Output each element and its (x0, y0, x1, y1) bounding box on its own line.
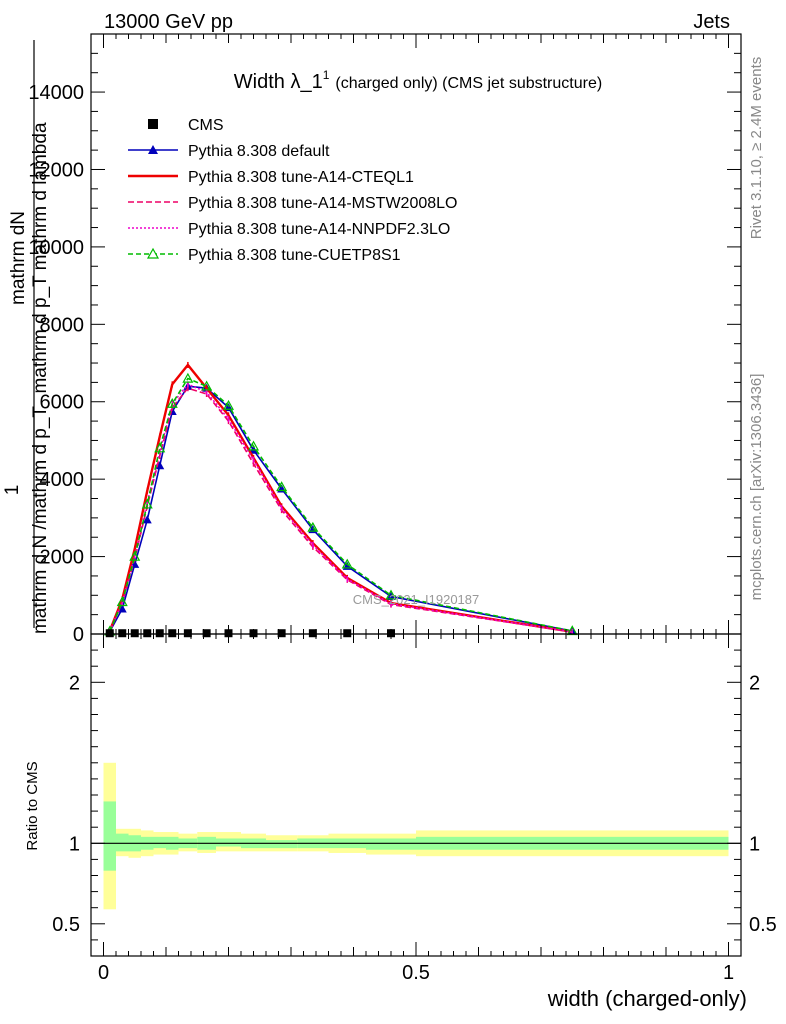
mcplots-label: mcplots.cern.ch [arXiv:1306.3436] (748, 374, 765, 601)
main-ytick-label-7: 14000 (28, 82, 84, 104)
main-data-markers (105, 629, 395, 638)
ratio-stat-band-10 (266, 840, 298, 849)
main-ytick-label-6: 12000 (28, 159, 84, 181)
series-line-1 (108, 363, 573, 634)
cms-data-point-3 (143, 629, 152, 638)
legend-cms-marker (148, 119, 158, 129)
cms-data-point-12 (343, 629, 352, 638)
legend-label-1: Pythia 8.308 tune-A14-CTEQL1 (188, 169, 414, 186)
main-ytick-label-3: 6000 (40, 392, 85, 414)
series-4-point-11 (307, 521, 319, 532)
ratio-y-axis-label: Ratio to CMS (24, 761, 41, 850)
main-ytick-label-2: 4000 (40, 469, 85, 491)
y-label-line-1: mathrm dN (8, 211, 29, 305)
ratio-xtick-label-1: 0.5 (402, 962, 430, 984)
series-4-point-1 (116, 596, 128, 607)
tick-labels: 0 2000 4000 6000 8000 10000 12000 14000 0 0.5 1 0.5… (28, 82, 776, 984)
series-0-point-1 (117, 604, 127, 613)
main-ytick-label-1: 2000 (40, 547, 85, 569)
series-0-point-3 (142, 515, 152, 524)
ratio-stat-band-4 (153, 836, 166, 849)
ratio-stat-band-13 (366, 838, 416, 850)
series-4-point-8 (222, 399, 235, 410)
ratio-xtick-label-0: 0 (98, 962, 109, 984)
axis-ticks (91, 33, 741, 956)
header-energy-label: 13000 GeV pp (104, 11, 233, 33)
plot-title-main: Width λ_1 (234, 71, 323, 93)
cms-data-point-2 (130, 629, 139, 638)
legend-label-2: Pythia 8.308 tune-A14-MSTW2008LO (188, 195, 457, 212)
cms-data-point-10 (277, 629, 286, 638)
rivet-version-label: Rivet 3.1.10, ≥ 2.4M events (748, 57, 765, 240)
series-4-point-5 (166, 397, 178, 408)
series-4-point-6 (182, 372, 194, 383)
cms-data-point-5 (168, 629, 177, 638)
legend: CMS Pythia 8.308 default Pythia 8.308 tune… (128, 117, 457, 264)
plot-title-sup: 1 (323, 68, 330, 82)
series-4-point-10 (276, 481, 288, 492)
legend-label-0: Pythia 8.308 default (188, 143, 330, 160)
ratio-bands (91, 762, 741, 910)
cms-data-point-0 (105, 629, 114, 638)
series-4-point-2 (129, 550, 141, 561)
ratio-ytick-label-right-0: 0.5 (749, 914, 777, 936)
series-4-point-9 (247, 440, 260, 451)
header-jets-label: Jets (693, 11, 730, 33)
legend-label-3: Pythia 8.308 tune-A14-NNPDF2.3LO (188, 221, 450, 238)
y-label-line-3: 1 (2, 485, 23, 496)
cms-data-point-1 (118, 629, 127, 638)
main-series-lines (104, 361, 578, 636)
legend-marker-4 (146, 247, 160, 259)
ratio-ytick-label-right-2: 2 (749, 672, 760, 694)
plot-title: Width λ_11 (charged only) (CMS jet substr… (234, 68, 602, 93)
ratio-xtick-label-2: 1 (723, 962, 734, 984)
ratio-ytick-label-left-1: 1 (69, 833, 80, 855)
analysis-watermark: CMS_2021_I1920187 (353, 592, 480, 607)
cms-data-point-4 (155, 629, 164, 638)
main-ytick-label-4: 8000 (40, 314, 85, 336)
main-y-axis-label: mathrm dN mathrm d p_T mathrm d lambda 1… (2, 40, 51, 634)
cms-data-point-7 (202, 629, 211, 638)
series-line-2 (109, 387, 573, 633)
main-ytick-label-0: 0 (73, 624, 84, 646)
series-line-4 (109, 377, 573, 632)
legend-marker-0 (148, 145, 158, 154)
ratio-ytick-label-left-0: 0.5 (52, 914, 80, 936)
ratio-ytick-label-right-1: 1 (749, 833, 760, 855)
ratio-stat-band-8 (216, 838, 241, 847)
legend-label-4: Pythia 8.308 tune-CUETP8S1 (188, 247, 401, 264)
ratio-stat-band-0 (103, 801, 116, 871)
series-line-0 (109, 385, 573, 633)
y-label-line-4: mathrm d N /mathrm d p_T (30, 406, 51, 634)
series-4-point-13 (385, 589, 397, 600)
cms-data-point-11 (308, 629, 317, 638)
legend-label-cms: CMS (188, 117, 224, 134)
x-axis-label: width (charged-only) (547, 986, 747, 1011)
series-4-point-12 (341, 558, 353, 569)
ratio-ytick-label-left-2: 2 (69, 672, 80, 694)
series-line-3 (109, 383, 573, 633)
cms-data-point-6 (183, 629, 192, 638)
series-4-point-7 (201, 380, 213, 391)
ratio-plot-frame (90, 633, 742, 957)
main-ytick-label-5: 10000 (28, 237, 84, 259)
plot-title-sub: (charged only) (CMS jet substructure) (335, 75, 602, 92)
y-label-line-2: mathrm d p_T mathrm d lambda (30, 122, 51, 393)
ratio-stat-band-1 (116, 833, 129, 852)
series-4-point-3 (141, 498, 153, 509)
series-4-point-4 (154, 442, 166, 453)
